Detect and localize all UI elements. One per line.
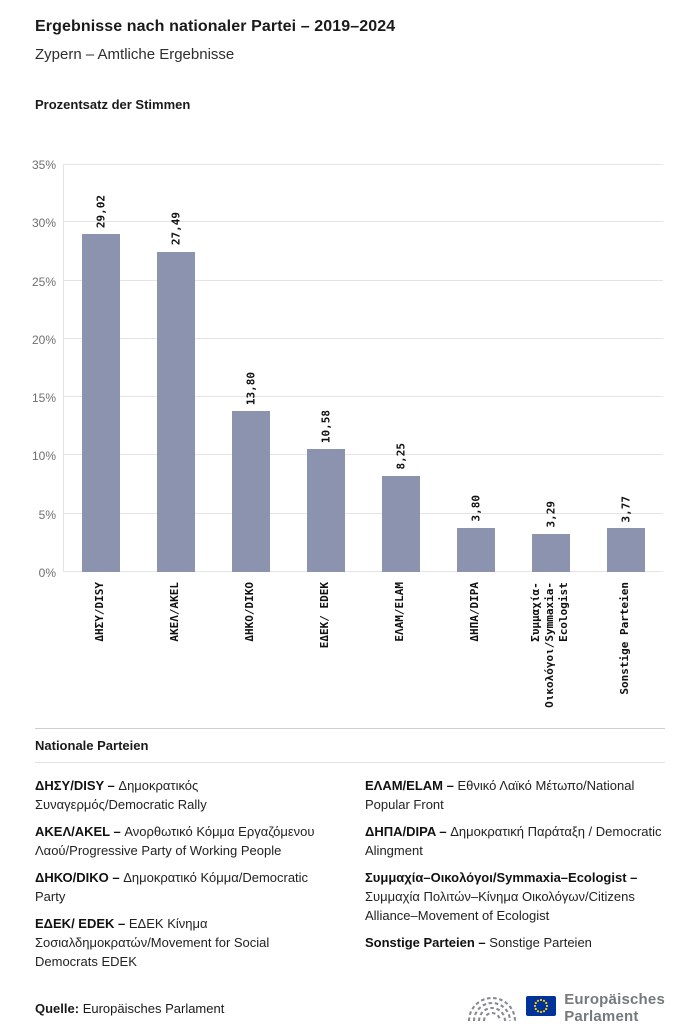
y-axis-tick-label: 35%: [31, 158, 56, 172]
y-axis-tick-label: 10%: [31, 449, 56, 464]
hemicycle-icon: [466, 988, 518, 1029]
source-note: Quelle: Europäisches Parlament: [35, 1001, 224, 1016]
gridline: [64, 454, 663, 456]
party-description: Δημοκρατική Παράταξη / Democratic Alingm…: [365, 823, 662, 858]
x-axis-tick-label: Συμμαχία- Οικολόγοι/Symmaxia- Ecologist: [528, 582, 570, 708]
bar: [381, 475, 420, 572]
y-axis-tick-label: 0%: [38, 566, 56, 580]
gridline: [64, 512, 663, 514]
party-entry: Sonstige Parteien – Sonstige Parteien: [365, 934, 665, 953]
party-name: ΔΗΣΥ/DISY –: [35, 778, 115, 793]
ep-logo-wordmark: Europäisches Parlament: [564, 991, 665, 1026]
party-description: Sonstige Parteien: [489, 934, 592, 950]
bar-value-label: 10,58: [319, 409, 333, 443]
gridline: [64, 164, 663, 165]
european-parliament-logo: Europäisches Parlament: [466, 988, 665, 1029]
bar: [82, 233, 121, 572]
page-subtitle: Zypern – Amtliche Ergebnisse: [35, 46, 235, 63]
gridline: [64, 396, 663, 398]
gridline: [64, 337, 663, 339]
y-axis-tick-label: 30%: [31, 216, 56, 231]
source-label: Quelle:: [35, 1000, 80, 1016]
parties-column-left: ΔΗΣΥ/DISY – Δημοκρατικός Συναγερμός/Demo…: [35, 777, 335, 980]
x-axis-tick-label: ΔΗΣΥ/DISY: [93, 582, 107, 642]
party-description: Ανορθωτικό Κόμμα Εργαζόμενου Λαού/Progre…: [35, 823, 315, 858]
party-description: ΕΔΕΚ Κίνημα Σοσιαλδημοκρατών/Movement fo…: [35, 915, 270, 969]
party-entry: ΕΔΕΚ/ EDEK – ΕΔΕΚ Κίνημα Σοσιαλδημοκρατώ…: [35, 915, 335, 972]
x-axis-tick-label: ΕΔΕΚ/ EDEK: [318, 582, 332, 649]
party-entry: ΕΛΑΜ/ELAM – Εθνικό Λαϊκό Μέτωπο/National…: [365, 777, 665, 815]
y-axis-tick-label: 25%: [31, 274, 56, 289]
party-description: Συμμαχία Πολιτών–Κίνημα Οικολόγων/Citize…: [365, 888, 635, 923]
bar: [456, 527, 495, 572]
bar-value-label: 3,29: [544, 501, 558, 528]
party-description: Δημοκρατικό Κόμμα/Democratic Party: [35, 869, 309, 904]
bar: [157, 251, 196, 572]
bar-value-label: 3,80: [469, 495, 483, 522]
chart-title: Prozentsatz der Stimmen: [35, 97, 191, 112]
source-value: Europäisches Parlament: [82, 1000, 225, 1016]
party-name: ΕΔΕΚ/ EDEK –: [35, 915, 126, 931]
parties-column-right: ΕΛΑΜ/ELAM – Εθνικό Λαϊκό Μέτωπο/National…: [365, 777, 665, 980]
bar-value-label: 13,80: [244, 372, 258, 406]
bar-value-label: 29,02: [94, 194, 108, 228]
x-axis-tick-label: ΑΚΕΛ/AKEL: [168, 582, 182, 642]
party-entry: Συμμαχία–Οικολόγοι/Symmaxia–Ecologist – …: [365, 869, 665, 926]
bar: [531, 533, 570, 572]
party-name: Συμμαχία–Οικολόγοι/Symmaxia–Ecologist –: [365, 869, 638, 885]
x-axis-tick-label: ΕΛΑΜ/ELAM: [392, 582, 406, 642]
x-axis-labels: ΔΗΣΥ/DISY ΑΚΕΛ/AKEL ΔΗΚΟ/DIKO ΕΔΕΚ/ EDEK ΕΛΑ…: [63, 572, 663, 710]
national-parties-section: Nationale Parteien ΔΗΣΥ/DISY – Δημοκρατι…: [35, 728, 665, 980]
bar-chart: Prozentsatz der Stimmen 0% 5% 10% 15% 20% 25%…: [32, 97, 665, 710]
x-axis-tick-label: ΔΗΠΑ/DIPA: [467, 582, 481, 642]
party-entry: ΔΗΣΥ/DISY – Δημοκρατικός Συναγερμός/Demo…: [35, 777, 335, 815]
plot-area: 0% 5% 10% 15% 20% 25% 30% 35% 29,02 27,49 13,80 10,…: [32, 158, 663, 580]
x-axis-tick-label: Sonstige Parteien: [617, 582, 631, 695]
plot-wrap: 0% 5% 10% 15% 20% 25% 30% 35% 29,02 27,49 13,80 10,…: [32, 158, 665, 710]
bar-value-label: 3,77: [619, 495, 633, 523]
bar: [232, 411, 271, 572]
party-name: ΑΚΕΛ/AKEL –: [35, 823, 121, 839]
national-parties-heading: Nationale Parteien: [35, 729, 665, 763]
party-entry: ΑΚΕΛ/AKEL – Ανορθωτικό Κόμμα Εργαζόμενου…: [35, 823, 335, 861]
party-name: ΕΛΑΜ/ELAM –: [365, 778, 454, 793]
party-description: Εθνικό Λαϊκό Μέτωπο/National Popular Fro…: [365, 778, 635, 812]
footer: Quelle: Europäisches Parlament: [35, 988, 665, 1029]
eu-flag-icon: [526, 995, 557, 1021]
bar: [307, 448, 346, 572]
page-title: Ergebnisse nach nationaler Partei – 2019…: [35, 18, 396, 35]
party-description: Δημοκρατικός Συναγερμός/Democratic Rally: [35, 778, 207, 812]
gridline: [64, 279, 663, 281]
ep-logo-line1: Europäisches: [564, 990, 665, 1008]
y-axis-tick-label: 20%: [31, 332, 56, 347]
parties-grid: ΔΗΣΥ/DISY – Δημοκρατικός Συναγερμός/Demo…: [35, 763, 665, 980]
party-entry: ΔΗΠΑ/DIPA – Δημοκρατική Παράταξη / Democ…: [365, 823, 665, 861]
party-name: ΔΗΠΑ/DIPA –: [365, 823, 447, 839]
bar: [606, 528, 645, 572]
y-axis-tick-label: 15%: [31, 391, 56, 406]
gridline: [64, 571, 663, 572]
bar-value-label: 27,49: [169, 212, 183, 246]
bar-value-label: 8,25: [394, 443, 408, 470]
ep-logo-line2: Parlament: [564, 1008, 639, 1026]
party-name: Sonstige Parteien –: [365, 934, 486, 950]
x-axis-tick-label: ΔΗΚΟ/DIKO: [243, 582, 257, 642]
y-axis-tick-label: 5%: [38, 507, 56, 522]
party-entry: ΔΗΚΟ/DIKO – Δημοκρατικό Κόμμα/Democratic…: [35, 869, 335, 907]
gridline: [64, 221, 663, 223]
party-name: ΔΗΚΟ/DIKO –: [35, 869, 120, 885]
